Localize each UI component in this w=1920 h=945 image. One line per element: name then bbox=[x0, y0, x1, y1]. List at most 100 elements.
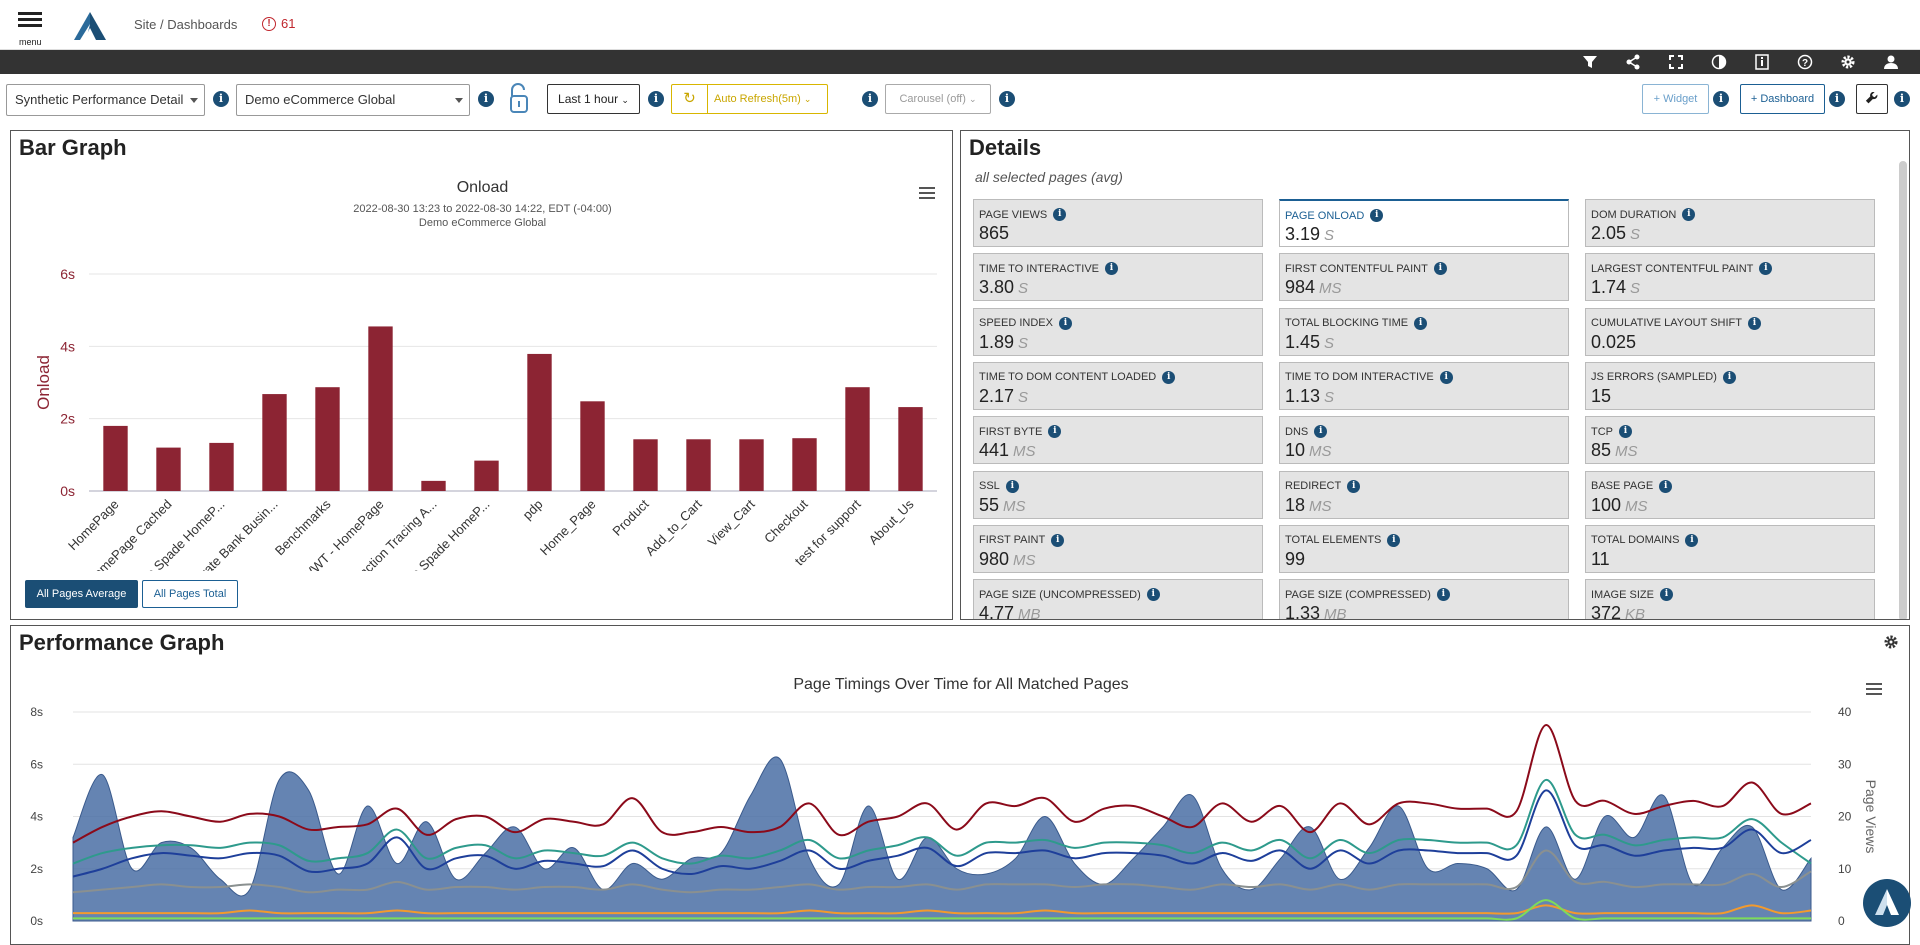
metric-label: CUMULATIVE LAYOUT SHIFT i bbox=[1591, 316, 1761, 330]
info-icon[interactable]: i bbox=[1048, 425, 1062, 439]
metric-value: 3.80 S bbox=[979, 277, 1028, 298]
breadcrumb[interactable]: Site / Dashboards bbox=[134, 17, 238, 32]
metric-card[interactable]: TIME TO INTERACTIVE i 3.80 S bbox=[973, 253, 1263, 302]
settings-icon[interactable] bbox=[1826, 50, 1869, 74]
metric-card[interactable]: TIME TO DOM CONTENT LOADED i 2.17 S bbox=[973, 361, 1263, 410]
metric-label: JS ERRORS (SAMPLED) i bbox=[1591, 370, 1736, 384]
info-icon[interactable]: i bbox=[1058, 316, 1072, 330]
share-icon[interactable] bbox=[1611, 50, 1654, 74]
series-line bbox=[72, 778, 1812, 865]
metric-card[interactable]: TCP i 85 MS bbox=[1585, 416, 1875, 465]
metric-unit: MB bbox=[1324, 606, 1347, 620]
info-icon[interactable]: i bbox=[1659, 479, 1673, 493]
info-icon[interactable]: i bbox=[1659, 588, 1673, 602]
info-icon[interactable]: i bbox=[1005, 479, 1019, 493]
info-icon[interactable]: i bbox=[1314, 425, 1328, 439]
info-icon[interactable]: i bbox=[1682, 208, 1696, 221]
metric-card[interactable]: SPEED INDEX i 1.89 S bbox=[973, 307, 1263, 356]
metric-card[interactable]: PAGE SIZE (UNCOMPRESSED) i 4.77 MB bbox=[973, 579, 1263, 619]
info-icon[interactable]: i bbox=[1619, 425, 1632, 439]
info-icon[interactable]: i bbox=[1105, 262, 1118, 276]
info-icon[interactable]: i bbox=[1162, 370, 1176, 384]
metric-label-text: TOTAL ELEMENTS bbox=[1285, 534, 1382, 547]
tab-all-pages-total[interactable]: All Pages Total bbox=[142, 580, 238, 608]
metric-card[interactable]: FIRST BYTE i 441 MS bbox=[973, 416, 1263, 465]
info-icon[interactable]: i bbox=[1747, 316, 1761, 330]
info-icon[interactable]: i bbox=[1051, 533, 1065, 547]
menu-button[interactable]: menu bbox=[18, 9, 44, 47]
user-icon[interactable] bbox=[1869, 50, 1912, 74]
add-dashboard-button[interactable]: + Dashboard bbox=[1740, 84, 1825, 114]
info-icon[interactable]: i bbox=[1894, 91, 1910, 107]
panel-title: Details bbox=[969, 135, 1042, 160]
info-icon[interactable]: i bbox=[1722, 370, 1736, 384]
info-icon[interactable]: i bbox=[1439, 370, 1453, 384]
info-icon[interactable]: i bbox=[1414, 316, 1428, 330]
info-icon[interactable]: i bbox=[1370, 209, 1384, 222]
metric-card[interactable]: TOTAL DOMAINS i 11 bbox=[1585, 524, 1875, 573]
metric-card[interactable]: DOM DURATION i 2.05 S bbox=[1585, 199, 1875, 247]
details-panel: Details all selected pages (avg) PAGE VI… bbox=[960, 130, 1910, 620]
info-icon[interactable]: i bbox=[648, 91, 664, 107]
metric-value-number: 1.89 bbox=[979, 331, 1015, 352]
info-icon[interactable]: i bbox=[1053, 208, 1067, 221]
unlock-icon[interactable] bbox=[508, 82, 530, 116]
tab-all-pages-average[interactable]: All Pages Average bbox=[25, 580, 138, 608]
metric-card[interactable]: FIRST PAINT i 980 MS bbox=[973, 524, 1263, 573]
bar bbox=[474, 460, 499, 491]
alert-indicator[interactable]: ! 61 bbox=[262, 16, 295, 31]
report-select[interactable]: Synthetic Performance Detail bbox=[6, 84, 205, 116]
info-icon[interactable]: i bbox=[1146, 588, 1160, 602]
site-select[interactable]: Demo eCommerce Global bbox=[236, 84, 470, 116]
info-icon[interactable]: i bbox=[1433, 262, 1447, 276]
metric-card[interactable]: JS ERRORS (SAMPLED) i 15 bbox=[1585, 361, 1875, 410]
metric-card[interactable]: TIME TO DOM INTERACTIVE i 1.13 S bbox=[1279, 361, 1569, 410]
metric-card[interactable]: PAGE ONLOAD i 3.19 S bbox=[1279, 199, 1569, 247]
info-icon[interactable]: i bbox=[1436, 588, 1450, 602]
edit-dashboard-button[interactable] bbox=[1856, 84, 1888, 114]
metric-value-number: 85 bbox=[1591, 440, 1612, 461]
metric-value: 3.19 S bbox=[1285, 224, 1334, 245]
fullscreen-icon[interactable] bbox=[1654, 50, 1697, 74]
info-icon[interactable]: i bbox=[1713, 91, 1729, 107]
info-icon[interactable]: i bbox=[999, 91, 1015, 107]
assistant-button[interactable] bbox=[1863, 879, 1911, 927]
metric-card[interactable]: REDIRECT i 18 MS bbox=[1279, 470, 1569, 519]
carousel-button[interactable]: Carousel (off) ⌄ bbox=[885, 84, 991, 114]
contrast-icon[interactable] bbox=[1697, 50, 1740, 74]
metric-card[interactable]: PAGE SIZE (COMPRESSED) i 1.33 MB bbox=[1279, 579, 1569, 620]
gear-icon[interactable] bbox=[1883, 634, 1899, 650]
info-icon[interactable]: i bbox=[1685, 533, 1699, 547]
info-icon[interactable]: i bbox=[862, 91, 878, 107]
auto-refresh-button[interactable]: ↻ Auto Refresh(5m) ⌄ bbox=[671, 84, 828, 114]
metric-card[interactable]: TOTAL BLOCKING TIME i 1.45 S bbox=[1279, 307, 1569, 356]
info-icon[interactable]: i bbox=[1759, 262, 1773, 276]
metric-card[interactable]: CUMULATIVE LAYOUT SHIFT i 0.025 bbox=[1585, 307, 1875, 356]
metric-card[interactable]: DNS i 10 MS bbox=[1279, 416, 1569, 465]
chart-menu-icon[interactable] bbox=[1866, 683, 1882, 695]
info-icon[interactable]: i bbox=[1387, 533, 1401, 547]
metric-label: BASE PAGE i bbox=[1591, 479, 1673, 493]
metric-card[interactable]: FIRST CONTENTFUL PAINT i 984 MS bbox=[1279, 253, 1569, 302]
info-icon[interactable]: i bbox=[1829, 91, 1845, 107]
chart-menu-icon[interactable] bbox=[919, 187, 935, 199]
metric-card[interactable]: TOTAL ELEMENTS i 99 bbox=[1279, 524, 1569, 573]
app-logo[interactable] bbox=[72, 10, 108, 42]
details-scrollbar[interactable] bbox=[1899, 161, 1907, 619]
refresh-icon: ↻ bbox=[672, 85, 708, 113]
series-line bbox=[73, 904, 1812, 915]
time-range-button[interactable]: Last 1 hour ⌄ bbox=[547, 84, 640, 114]
info-icon[interactable]: i bbox=[1347, 479, 1361, 493]
metric-card[interactable]: SSL i 55 MS bbox=[973, 470, 1263, 519]
metric-card[interactable]: BASE PAGE i 100 MS bbox=[1585, 470, 1875, 519]
metric-card[interactable]: PAGE VIEWS i 865 bbox=[973, 199, 1263, 247]
info-icon[interactable]: i bbox=[213, 91, 229, 107]
metric-card[interactable]: IMAGE SIZE i 372 KB bbox=[1585, 579, 1875, 619]
info-icon[interactable]: i bbox=[478, 91, 494, 107]
metric-card[interactable]: LARGEST CONTENTFUL PAINT i 1.74 S bbox=[1585, 253, 1875, 302]
filter-icon[interactable] bbox=[1568, 50, 1611, 74]
bar bbox=[262, 394, 287, 491]
help-icon[interactable]: ? bbox=[1783, 50, 1826, 74]
add-widget-button[interactable]: + Widget bbox=[1642, 84, 1709, 114]
info-panel-icon[interactable] bbox=[1740, 50, 1783, 74]
